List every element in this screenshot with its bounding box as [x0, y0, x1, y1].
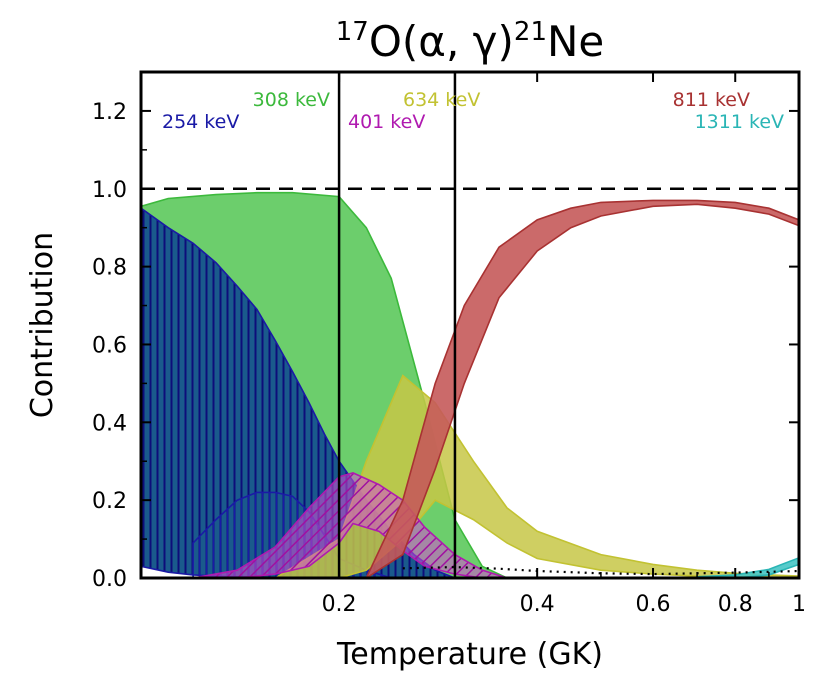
legend-label-811-kev: 811 keV — [673, 89, 750, 111]
y-tick-label: 1.0 — [92, 178, 127, 203]
y-tick-label: 0.2 — [92, 489, 127, 514]
x-axis: 0.2 0.4 0.6 0.8 1 — [322, 72, 806, 617]
y-axis-label: Contribution — [25, 232, 60, 418]
x-tick-label: 0.8 — [718, 592, 753, 617]
band-401-kev — [192, 472, 508, 578]
plot-area — [141, 191, 799, 578]
x-tick-label: 0.6 — [636, 592, 671, 617]
y-tick-label: 0.6 — [92, 333, 127, 358]
y-tick-label: 0.8 — [92, 256, 127, 281]
y-tick-label: 0.0 — [92, 567, 127, 592]
y-tick-label: 1.2 — [92, 100, 127, 125]
x-axis-label: Temperature (GK) — [336, 637, 603, 672]
y-tick-label: 0.4 — [92, 411, 127, 436]
legend-label-1311-kev: 1311 keV — [695, 111, 784, 133]
y-axis: 0.0 0.2 0.4 0.6 0.8 1.0 1.2 — [92, 71, 799, 592]
band-811-kev — [365, 199, 799, 578]
legend-label-308-kev: 308 keV — [253, 89, 330, 111]
dotted-line — [402, 565, 799, 576]
title-sup-left: 17 — [336, 17, 369, 47]
title-base: O(α, γ) — [369, 17, 514, 66]
legend-label-401-kev: 401 keV — [348, 111, 425, 133]
legend-label-254-kev: 254 keV — [162, 111, 239, 133]
reference-lines — [141, 72, 799, 578]
x-tick-label: 1 — [792, 592, 806, 617]
x-tick-label: 0.4 — [520, 592, 555, 617]
title-sup-right: 21 — [514, 17, 547, 47]
plot-frame — [139, 70, 801, 580]
x-tick-label: 0.2 — [322, 592, 357, 617]
chart-title: 17O(α, γ)21Ne — [336, 17, 605, 66]
title-tail: Ne — [547, 17, 604, 66]
legend-label-634-kev: 634 keV — [403, 89, 480, 111]
